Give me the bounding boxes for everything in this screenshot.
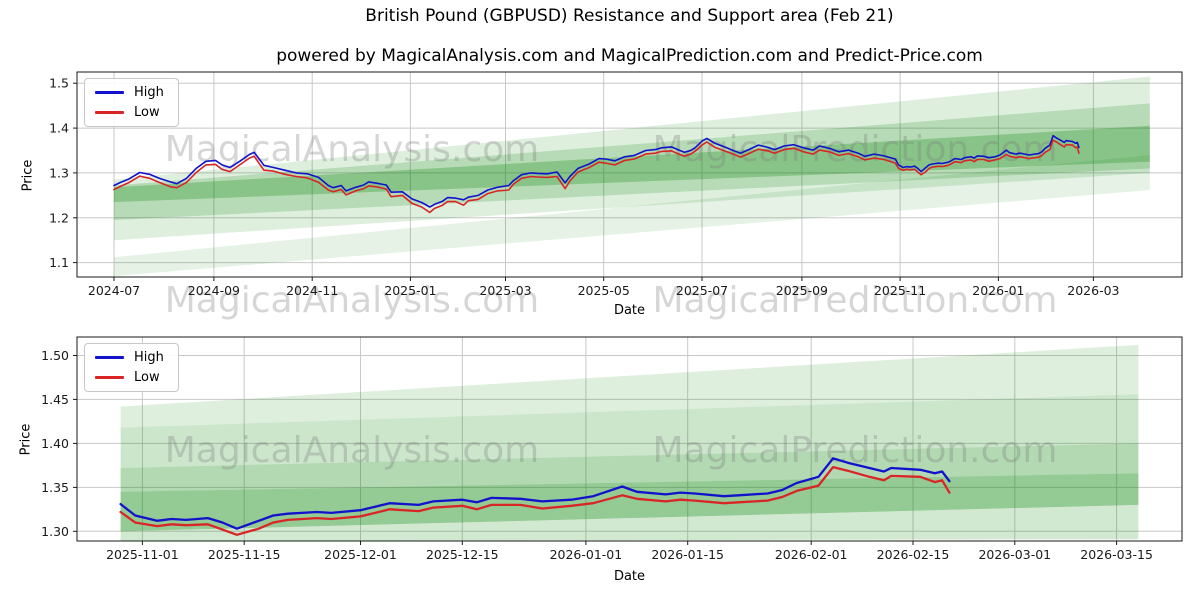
legend-item-high: High xyxy=(95,86,164,99)
watermark-text: MagicalAnalysis.com xyxy=(165,430,539,471)
legend-label-high: High xyxy=(134,85,164,100)
tick-label-x: 2024-07 xyxy=(88,283,140,298)
tick-label-x: 2025-12-01 xyxy=(324,547,397,562)
legend-label-high: High xyxy=(134,350,164,365)
high-line-swatch xyxy=(95,356,124,359)
support-resistance-band xyxy=(120,344,1139,428)
tick-label-y: 1.50 xyxy=(41,348,69,363)
tick-label-x: 2025-11-15 xyxy=(208,547,281,562)
x-axis-label-bottom: Date xyxy=(613,569,646,584)
low-line xyxy=(119,465,951,536)
tick-label-y: 1.5 xyxy=(49,76,69,91)
x-axis-label-top: Date xyxy=(613,303,646,318)
support-resistance-band xyxy=(114,103,1150,220)
tick-label-y: 1.2 xyxy=(49,210,69,225)
low-line-swatch xyxy=(95,111,124,114)
chart-subtitle: powered by MagicalAnalysis.com and Magic… xyxy=(276,46,983,66)
y-axis-label-top: Price xyxy=(20,159,36,192)
tick-label-x: 2024-11 xyxy=(286,283,338,298)
watermark-text: MagicalAnalysis.com xyxy=(165,280,539,321)
low-line xyxy=(113,139,1080,214)
tick-label-y: 1.4 xyxy=(49,121,69,136)
legend-label-low: Low xyxy=(134,370,160,385)
tick-label-x: 2026-02-15 xyxy=(877,547,950,562)
legend-label-low: Low xyxy=(134,105,160,120)
watermark-text: MagicalAnalysis.com xyxy=(165,129,539,170)
legend-item-low: Low xyxy=(95,371,164,384)
chart-title: British Pound (GBPUSD) Resistance and Su… xyxy=(365,6,894,26)
y-axis-label-bottom: Price xyxy=(18,423,34,456)
tick-label-x: 2026-01-01 xyxy=(550,547,623,562)
tick-label-x: 2025-05 xyxy=(578,283,630,298)
tick-label-x: 2025-03 xyxy=(479,283,531,298)
tick-label-y: 1.30 xyxy=(41,524,69,539)
tick-label-y: 1.45 xyxy=(41,392,69,407)
legend-item-high: High xyxy=(95,351,164,364)
tick-label-x: 2025-11 xyxy=(874,283,926,298)
tick-label-x: 2026-01 xyxy=(972,283,1024,298)
tick-label-y: 1.40 xyxy=(41,436,69,451)
tick-label-x: 2025-09 xyxy=(776,283,828,298)
watermark-text: MagicalPrediction.com xyxy=(653,280,1058,321)
support-resistance-band xyxy=(114,155,1150,277)
high-line-swatch xyxy=(95,91,124,94)
tick-label-x: 2025-01 xyxy=(384,283,436,298)
watermark-text: MagicalPrediction.com xyxy=(653,129,1058,170)
support-resistance-band xyxy=(120,504,1139,541)
support-resistance-band xyxy=(120,443,1139,492)
tick-label-y: 1.35 xyxy=(41,480,69,495)
support-resistance-band xyxy=(120,473,1139,532)
tick-label-x: 2024-09 xyxy=(188,283,240,298)
plot-border xyxy=(76,336,1183,542)
tick-label-x: 2026-02-01 xyxy=(775,547,848,562)
tick-label-x: 2025-11-01 xyxy=(106,547,179,562)
tick-label-y: 1.1 xyxy=(49,255,69,270)
tick-label-x: 2026-01-15 xyxy=(651,547,724,562)
legend-bottom: High Low xyxy=(84,343,179,392)
legend-item-low: Low xyxy=(95,106,164,119)
tick-label-x: 2026-03-01 xyxy=(978,547,1051,562)
high-line xyxy=(119,457,951,530)
tick-label-y: 1.3 xyxy=(49,165,69,180)
tick-label-x: 2026-03 xyxy=(1067,283,1119,298)
support-resistance-band xyxy=(114,76,1150,241)
support-resistance-band xyxy=(120,394,1139,468)
plot-border xyxy=(76,71,1183,278)
legend-top: High Low xyxy=(84,78,179,127)
tick-label-x: 2026-03-15 xyxy=(1080,547,1153,562)
high-line xyxy=(113,134,1080,208)
tick-label-x: 2025-07 xyxy=(676,283,728,298)
low-line-swatch xyxy=(95,376,124,379)
tick-label-x: 2025-12-15 xyxy=(426,547,499,562)
